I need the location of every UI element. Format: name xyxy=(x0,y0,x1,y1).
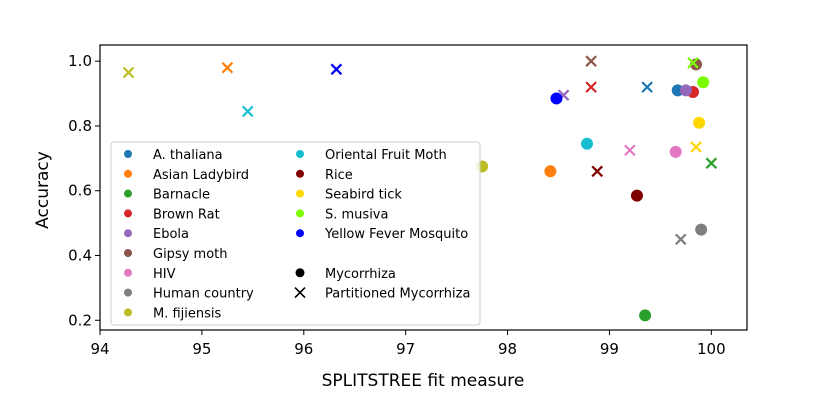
x-axis: 94 95 96 97 98 99 100 xyxy=(90,330,726,358)
legend-marker-s-musiva xyxy=(296,209,304,218)
point-partitioned-seabird-tick xyxy=(690,141,702,153)
point-partitioned-gipsy-moth xyxy=(585,55,597,67)
point-partitioned-yellow-fever-mosquito xyxy=(330,63,343,76)
plot-area xyxy=(122,55,718,322)
legend-label-yellow-fever-mosquito: Yellow Fever Mosquito xyxy=(324,227,468,242)
point-partitioned-s-musiva xyxy=(687,57,699,69)
point-partitioned-oriental-fruit-moth xyxy=(241,105,254,118)
legend-label-partitioned-mycorrhiza: Partitioned Mycorrhiza xyxy=(325,287,470,302)
x-tick-label: 94 xyxy=(90,340,109,358)
point-mycorrhiza-oriental-fruit-moth xyxy=(581,137,594,150)
x-tick-label: 100 xyxy=(697,340,726,358)
legend-label-rice: Rice xyxy=(325,168,353,183)
point-mycorrhiza-barnacle xyxy=(639,309,652,322)
legend-label-oriental-fruit-moth: Oriental Fruit Moth xyxy=(325,148,447,163)
legend-marker-ebola xyxy=(124,229,132,238)
point-mycorrhiza-s-musiva xyxy=(697,76,710,89)
legend-label-barnacle: Barnacle xyxy=(153,188,210,203)
y-tick-label: 0.6 xyxy=(68,182,92,200)
legend-marker-asian-ladybird xyxy=(124,169,132,178)
legend-label-brown-rat: Brown Rat xyxy=(153,207,220,222)
legend-label-human-country: Human country xyxy=(153,287,254,302)
legend-label-seabird-tick: Seabird tick xyxy=(325,188,402,203)
x-tick-label: 95 xyxy=(192,340,211,358)
point-mycorrhiza-ebola xyxy=(679,84,692,97)
y-tick-label: 0.2 xyxy=(68,311,92,329)
legend-marker-human-country xyxy=(124,288,132,297)
point-partitioned-brown-rat xyxy=(585,81,597,93)
point-mycorrhiza-hiv xyxy=(669,145,682,158)
point-partitioned-barnacle xyxy=(705,157,718,169)
y-axis-title: Accuracy xyxy=(33,151,53,229)
legend-marker-mycorrhiza xyxy=(295,268,305,278)
point-mycorrhiza-asian-ladybird xyxy=(544,165,557,178)
legend-marker-gipsy-moth xyxy=(124,249,132,257)
plot-frame xyxy=(99,44,748,331)
point-partitioned-hiv xyxy=(624,144,636,157)
x-tick-label: 99 xyxy=(600,340,619,358)
legend-label-m-fijiensis: M. fijiensis xyxy=(153,306,222,321)
legend-marker-seabird-tick xyxy=(296,189,304,198)
legend-label-hiv: HIV xyxy=(153,267,176,282)
point-mycorrhiza-yellow-fever-mosquito xyxy=(550,92,563,105)
legend-marker-partitioned-mycorrhiza xyxy=(294,287,306,299)
x-tick-label: 98 xyxy=(498,340,517,358)
point-partitioned-human-country xyxy=(674,233,687,246)
point-mycorrhiza-rice xyxy=(630,189,643,202)
legend-label-mycorrhiza: Mycorrhiza xyxy=(325,267,396,282)
legend-label-a-thaliana: A. thaliana xyxy=(153,148,223,163)
legend-marker-oriental-fruit-moth xyxy=(296,150,304,158)
point-partitioned-m-fijiensis xyxy=(122,66,135,79)
legend-marker-yellow-fever-mosquito xyxy=(296,229,304,238)
legend-marker-brown-rat xyxy=(124,209,132,218)
y-tick-label: 1.0 xyxy=(68,52,92,70)
y-axis: 0.2 0.4 0.6 0.8 1.0 xyxy=(68,52,100,329)
legend-marker-barnacle xyxy=(124,189,132,198)
point-mycorrhiza-seabird-tick xyxy=(693,116,706,129)
legend-marker-a-thaliana xyxy=(124,150,132,158)
x-tick-label: 97 xyxy=(396,340,415,358)
y-tick-label: 0.4 xyxy=(68,247,92,265)
legend-label-gipsy-moth: Gipsy moth xyxy=(153,247,228,262)
point-partitioned-asian-ladybird xyxy=(221,61,234,74)
x-axis-title: SPLITSTREE fit measure xyxy=(322,371,525,391)
point-partitioned-rice xyxy=(591,165,603,178)
point-partitioned-a-thaliana xyxy=(641,81,653,93)
legend-box xyxy=(110,141,481,326)
legend-marker-hiv xyxy=(124,268,132,277)
legend-marker-rice xyxy=(296,169,304,178)
x-tick-label: 96 xyxy=(294,340,313,358)
legend-label-ebola: Ebola xyxy=(153,227,189,242)
legend-label-s-musiva: S. musiva xyxy=(325,207,388,222)
y-tick-label: 0.8 xyxy=(68,117,92,135)
legend-marker-m-fijiensis xyxy=(124,308,132,317)
legend: A. thaliana Asian Ladybird Barnacle Brown R… xyxy=(110,141,481,326)
point-mycorrhiza-human-country xyxy=(695,223,708,236)
legend-label-asian-ladybird: Asian Ladybird xyxy=(153,168,249,183)
